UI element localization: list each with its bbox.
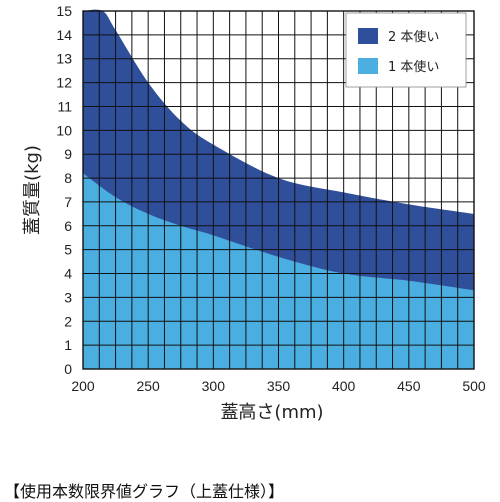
y-tick-label: 10 xyxy=(56,122,72,138)
y-tick-label: 13 xyxy=(56,51,72,67)
legend-swatch-2-hon xyxy=(358,28,378,44)
legend-label-2-hon: 2 本使い xyxy=(388,29,439,45)
x-tick-label: 300 xyxy=(202,378,226,394)
legend-label-1-hon: 1 本使い xyxy=(388,59,439,75)
y-tick-label: 12 xyxy=(56,75,72,91)
plot-border xyxy=(82,10,475,370)
legend: 2 本使い 1 本使い xyxy=(345,12,467,88)
y-tick-label: 7 xyxy=(64,194,72,210)
y-tick-label: 2 xyxy=(64,313,72,329)
y-tick-label: 5 xyxy=(64,242,72,258)
y-tick-label: 14 xyxy=(56,27,72,43)
x-tick-label: 200 xyxy=(71,378,95,394)
x-tick-label: 350 xyxy=(267,378,291,394)
y-tick-label: 1 xyxy=(64,337,72,353)
y-tick-label: 11 xyxy=(57,98,72,114)
x-tick-labels: 200 250 300 350 400 450 500 xyxy=(71,378,486,394)
legend-box xyxy=(345,12,467,88)
y-tick-label: 8 xyxy=(64,170,72,186)
x-axis-label: 蓋高さ(mm) xyxy=(220,402,323,423)
y-tick-label: 15 xyxy=(56,3,72,19)
y-axis-label: 蓋質量(kg) xyxy=(22,145,43,235)
x-tick-label: 250 xyxy=(136,378,160,394)
y-tick-label: 0 xyxy=(64,361,72,377)
y-tick-label: 9 xyxy=(64,146,72,162)
grid-lines xyxy=(82,10,475,370)
x-tick-label: 450 xyxy=(397,378,421,394)
x-tick-label: 500 xyxy=(462,378,486,394)
legend-swatch-1-hon xyxy=(358,58,378,74)
chart-caption: 【使用本数限界値グラフ（上蓋仕様）】 xyxy=(4,482,285,501)
y-tick-label: 3 xyxy=(64,289,72,305)
y-tick-label: 4 xyxy=(64,266,72,282)
y-tick-label: 6 xyxy=(64,218,72,234)
x-tick-label: 400 xyxy=(332,378,356,394)
